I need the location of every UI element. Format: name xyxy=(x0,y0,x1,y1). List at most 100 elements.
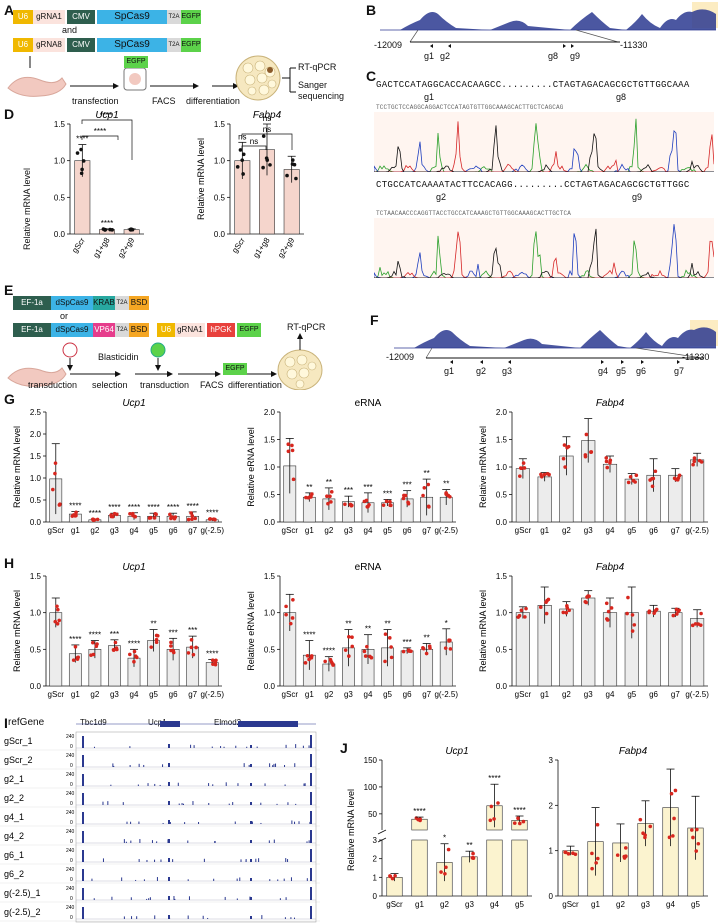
e-step-blasticidin: Blasticidin xyxy=(98,352,139,362)
data-point xyxy=(58,502,62,507)
x-tick-label: g5 xyxy=(627,690,636,699)
signal-noise xyxy=(306,841,308,843)
data-point xyxy=(643,835,647,840)
x-tick-label: g2 xyxy=(324,690,333,699)
data-point xyxy=(131,511,135,516)
significance-label: **** xyxy=(108,503,120,512)
step-differentiation: differentiation xyxy=(186,96,240,106)
data-point xyxy=(366,504,370,509)
chromatogram-trace xyxy=(374,228,714,278)
track-label: gScr_2 xyxy=(4,755,33,765)
data-point xyxy=(291,598,295,602)
y-tick-label: 2.0 xyxy=(264,408,276,417)
data-point xyxy=(189,637,194,642)
significance-label: **** xyxy=(101,219,113,228)
signal-noise xyxy=(302,745,304,748)
x-tick-label: g3 xyxy=(110,526,119,535)
y-axis-label: Relative mRNA level xyxy=(478,590,488,672)
y-tick-label: 1.5 xyxy=(264,436,276,445)
data-point xyxy=(71,658,76,662)
significance-label: **** xyxy=(69,501,81,510)
data-point xyxy=(594,861,598,865)
data-point xyxy=(692,459,697,464)
data-point xyxy=(368,654,372,659)
track-scale-top: 240 xyxy=(66,848,75,854)
x-tick-label: g2 xyxy=(562,526,571,535)
significance-label: *** xyxy=(402,638,411,647)
y-tick-label: 3 xyxy=(549,756,554,765)
data-point xyxy=(388,499,392,504)
t2a-box-1: T2A xyxy=(167,10,181,24)
signal-noise xyxy=(285,897,287,900)
ef1a-box-2: EF-1a xyxy=(13,323,51,337)
data-point xyxy=(692,456,697,460)
u6-promoter-1: U6 xyxy=(13,10,33,24)
signal-noise xyxy=(135,879,137,881)
data-point xyxy=(168,512,172,517)
signal-peak xyxy=(250,859,252,862)
track-scale-top: 240 xyxy=(66,810,75,816)
data-point xyxy=(186,651,191,655)
data-point xyxy=(350,644,355,649)
y-axis-label: Relative mRNA level xyxy=(196,138,206,220)
data-point xyxy=(241,172,245,176)
x-tick-label: g1 xyxy=(305,690,314,699)
significance-label: ** xyxy=(424,633,430,642)
chromatogram-trace xyxy=(374,129,714,172)
data-point xyxy=(406,500,410,505)
data-point xyxy=(264,156,269,160)
data-point xyxy=(565,606,570,610)
data-point xyxy=(630,629,635,633)
x-tick-label: g3 xyxy=(110,690,119,699)
data-point xyxy=(323,659,327,664)
track-scale-top: 240 xyxy=(66,734,75,740)
data-point xyxy=(422,485,427,490)
y-tick-label: 0.0 xyxy=(496,682,508,691)
signal-noise xyxy=(279,898,281,900)
signal-noise xyxy=(184,822,186,824)
chromatogram-1 xyxy=(374,112,714,172)
signal-noise xyxy=(211,746,213,748)
significance-label: ** xyxy=(306,483,312,492)
data-point xyxy=(448,647,453,651)
signal-noise xyxy=(129,765,131,767)
egfp-box-2: EGFP xyxy=(181,38,201,52)
panel-letter-b: B xyxy=(366,2,377,18)
significance-label: *** xyxy=(188,626,197,635)
signal-noise xyxy=(275,763,277,767)
data-point xyxy=(488,818,493,823)
y-tick-label: 1 xyxy=(549,847,554,856)
f-guide-g5: g5 xyxy=(616,366,627,376)
signal-noise xyxy=(169,917,171,919)
output-rtqpcr: RT-qPCR xyxy=(298,62,337,72)
signal-noise xyxy=(107,801,109,805)
chart-title: Fabp4 xyxy=(596,562,625,573)
ef1a-box-1: EF-1a xyxy=(13,296,51,310)
data-point xyxy=(409,649,413,654)
f-right-coord: -11330 xyxy=(682,352,710,362)
signal-noise xyxy=(138,763,140,767)
e-step-differentiation: differentiation xyxy=(228,380,282,390)
data-point xyxy=(309,655,314,660)
data-point xyxy=(426,504,431,509)
signal-noise xyxy=(173,896,175,900)
data-point xyxy=(308,495,312,499)
data-point xyxy=(310,492,314,496)
data-point xyxy=(91,652,96,657)
b-guide-g9: g9 xyxy=(570,51,581,61)
e-rtqpcr: RT-qPCR xyxy=(287,322,326,332)
signal-noise xyxy=(126,821,128,824)
egfp-box-e: EGFP xyxy=(237,323,261,337)
c-g8: g8 xyxy=(616,92,627,102)
signal-noise xyxy=(269,879,271,881)
y-tick-label: 1.5 xyxy=(496,572,508,581)
panel-f-track xyxy=(394,320,718,364)
facs-egfp-box: EGFP xyxy=(124,56,148,68)
significance-label: *** xyxy=(168,628,177,637)
and-label: and xyxy=(62,25,78,35)
signal-noise xyxy=(154,859,156,862)
significance-label: **** xyxy=(488,774,500,783)
tracks-frame xyxy=(75,731,317,923)
data-point xyxy=(634,473,639,478)
